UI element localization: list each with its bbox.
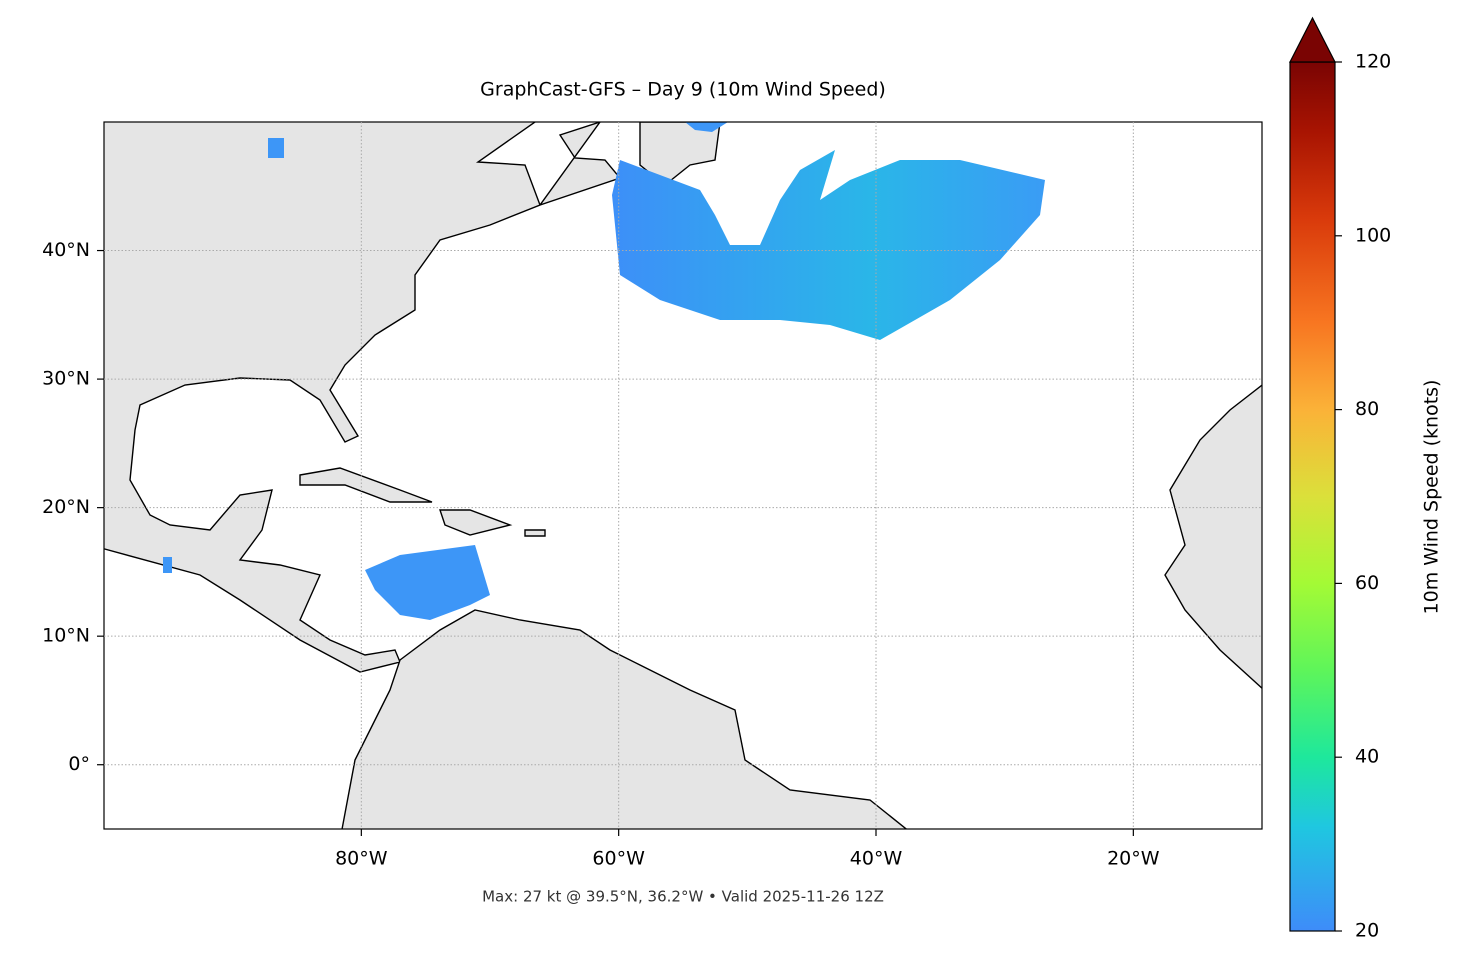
south-america (341, 609, 908, 829)
map-layer (104, 122, 1262, 829)
colorbar-tick-label: 80 (1355, 398, 1379, 420)
africa (1164, 384, 1262, 690)
colorbar-tick-label: 40 (1355, 746, 1379, 768)
footer-note: Max: 27 kt @ 39.5°N, 36.2°W • Valid 2025… (482, 888, 884, 906)
x-tick-label: 20°W (1107, 848, 1160, 870)
plot-frame (103, 121, 1263, 830)
colorbar (1289, 61, 1336, 932)
colorbar-label: 10m Wind Speed (knots) (1421, 380, 1443, 615)
colorbar-tick-label: 120 (1355, 51, 1391, 73)
colorbar-extend (1289, 16, 1336, 63)
cuba (299, 467, 433, 503)
x-tick-label: 40°W (850, 848, 903, 870)
hispaniola (439, 509, 513, 536)
chart-title: GraphCast-GFS – Day 9 (10m Wind Speed) (480, 79, 886, 101)
colorbar-tick-label: 60 (1355, 572, 1379, 594)
y-tick-label: 0° (68, 753, 90, 775)
north-america (104, 122, 622, 673)
x-tick-label: 80°W (335, 848, 388, 870)
y-tick-label: 10°N (42, 625, 90, 647)
y-tick-label: 40°N (42, 239, 90, 261)
wind-area (612, 150, 1045, 340)
colorbar-tick-label: 100 (1355, 224, 1391, 246)
x-tick-label: 60°W (592, 848, 645, 870)
y-tick-label: 30°N (42, 368, 90, 390)
y-tick-label: 20°N (42, 496, 90, 518)
puerto-rico (524, 529, 546, 537)
newfoundland (639, 122, 721, 186)
colorbar-tick-label: 20 (1355, 920, 1379, 942)
wind-area (365, 545, 490, 620)
